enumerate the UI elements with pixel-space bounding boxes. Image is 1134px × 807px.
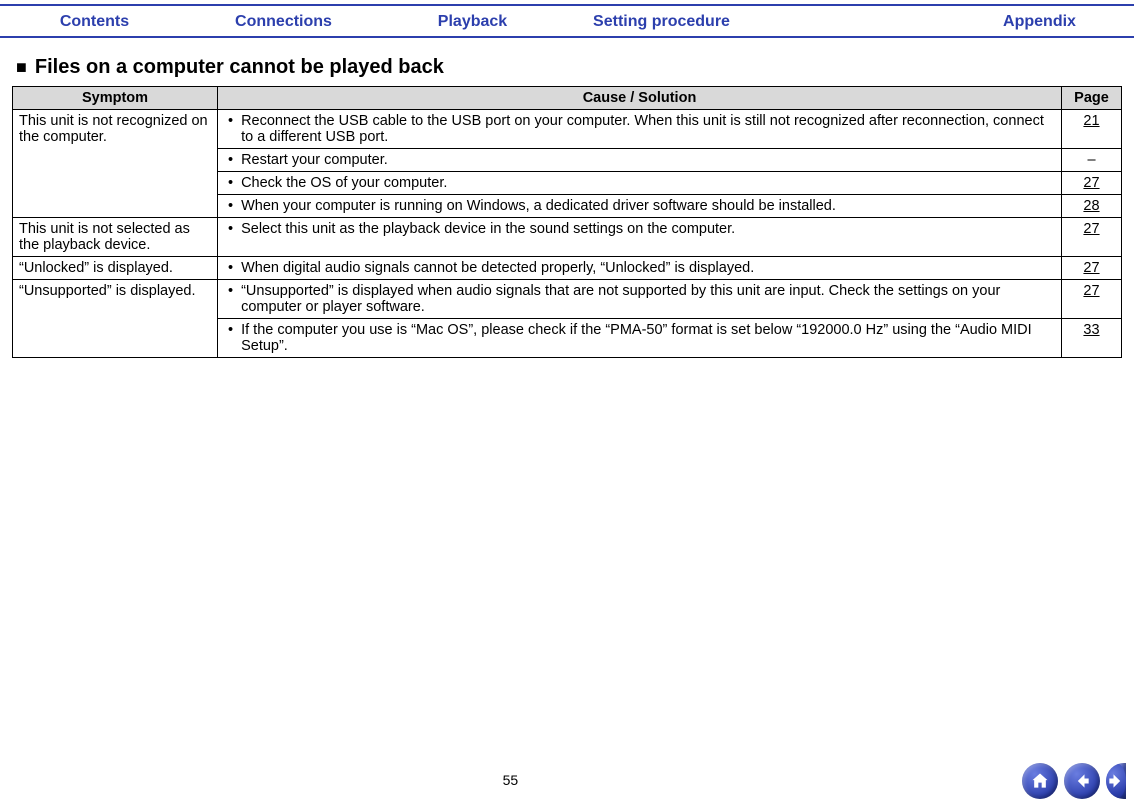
bottom-button-display[interactable]: Display bbox=[178, 766, 298, 794]
section-heading: ■ Files on a computer cannot be played b… bbox=[16, 56, 444, 79]
top-tab-playback[interactable]: Playback bbox=[378, 4, 567, 36]
bottom-nav-bar: Front panel Display Rear panel 55 Remote Inde… bbox=[0, 763, 1134, 797]
cause-text: Check the OS of your computer. bbox=[241, 175, 1055, 191]
page-cell: 27 bbox=[1062, 218, 1122, 257]
bottom-button-label: Display bbox=[211, 771, 264, 788]
bullet-icon: • bbox=[224, 152, 235, 168]
symptom-cell: “Unlocked” is displayed. bbox=[13, 257, 218, 280]
cause-cell: • Restart your computer. bbox=[218, 149, 1062, 172]
page-number: 55 bbox=[490, 772, 530, 788]
table-row: This unit is not selected as the playbac… bbox=[13, 218, 1122, 257]
bottom-button-rear-panel[interactable]: Rear panel bbox=[326, 766, 463, 794]
cause-cell: • When your computer is running on Window… bbox=[218, 195, 1062, 218]
page-link[interactable]: 27 bbox=[1083, 283, 1099, 299]
cause-cell: • Select this unit as the playback device… bbox=[218, 218, 1062, 257]
bullet-icon: • bbox=[224, 198, 235, 214]
table-row: This unit is not recognized on the compu… bbox=[13, 110, 1122, 149]
bottom-button-remote[interactable]: Remote bbox=[558, 766, 678, 794]
cause-text: When your computer is running on Windows… bbox=[241, 198, 1055, 214]
cause-text: Reconnect the USB cable to the USB port … bbox=[241, 113, 1055, 145]
page-cell: 27 bbox=[1062, 172, 1122, 195]
nav-icon-group bbox=[1022, 763, 1126, 799]
tab-label: Connections bbox=[235, 13, 332, 30]
top-tab-bar: Contents Connections Playback Setting proce… bbox=[0, 4, 1134, 40]
back-icon[interactable] bbox=[1064, 763, 1100, 799]
cause-text: Select this unit as the playback device … bbox=[241, 221, 1055, 237]
bullet-icon: • bbox=[224, 113, 235, 145]
page-cell: 28 bbox=[1062, 195, 1122, 218]
page-cell: 27 bbox=[1062, 280, 1122, 319]
symptom-cell: This unit is not recognized on the compu… bbox=[13, 110, 218, 218]
bullet-icon: • bbox=[224, 175, 235, 191]
page-cell: – bbox=[1062, 149, 1122, 172]
top-rule bbox=[0, 36, 1134, 38]
cause-text: If the computer you use is “Mac OS”, ple… bbox=[241, 322, 1055, 354]
symptom-cell: This unit is not selected as the playbac… bbox=[13, 218, 218, 257]
section-title: Files on a computer cannot be played bac… bbox=[35, 56, 444, 79]
page-cell: 33 bbox=[1062, 319, 1122, 358]
column-header: Page bbox=[1062, 87, 1122, 110]
home-icon[interactable] bbox=[1022, 763, 1058, 799]
page-link[interactable]: 27 bbox=[1083, 221, 1099, 237]
page-link[interactable]: 28 bbox=[1083, 198, 1099, 214]
top-tab-connections[interactable]: Connections bbox=[189, 4, 378, 36]
tab-label: Playback bbox=[438, 13, 507, 30]
bottom-button-label: Index bbox=[747, 771, 786, 788]
page-link[interactable]: 21 bbox=[1083, 113, 1099, 129]
cause-cell: • Check the OS of your computer. bbox=[218, 172, 1062, 195]
tab-label: Setting procedure bbox=[593, 13, 730, 30]
bullet-icon: • bbox=[224, 283, 235, 315]
top-tab-setting-procedure[interactable]: Setting procedure bbox=[567, 4, 756, 36]
page-cell: 21 bbox=[1062, 110, 1122, 149]
bullet-icon: • bbox=[224, 221, 235, 237]
symptom-cell: “Unsupported” is displayed. bbox=[13, 280, 218, 358]
bullet-icon: • bbox=[224, 322, 235, 354]
cause-cell: • When digital audio signals cannot be de… bbox=[218, 257, 1062, 280]
bullet-icon: • bbox=[224, 260, 235, 276]
table-row: “Unlocked” is displayed. • When digital au… bbox=[13, 257, 1122, 280]
tab-label: Appendix bbox=[1003, 13, 1076, 30]
cause-cell: •Reconnect the USB cable to the USB port… bbox=[218, 110, 1062, 149]
column-header: Symptom bbox=[13, 87, 218, 110]
bottom-button-index[interactable]: Index bbox=[706, 766, 826, 794]
cause-text: When digital audio signals cannot be det… bbox=[241, 260, 1055, 276]
cause-cell: •“Unsupported” is displayed when audio s… bbox=[218, 280, 1062, 319]
forward-icon[interactable] bbox=[1106, 763, 1126, 799]
cause-text: “Unsupported” is displayed when audio si… bbox=[241, 283, 1055, 315]
top-tab-appendix[interactable]: Appendix bbox=[945, 4, 1134, 36]
page-cell: 27 bbox=[1062, 257, 1122, 280]
page-link[interactable]: 27 bbox=[1083, 260, 1099, 276]
bottom-button-label: Front panel bbox=[38, 771, 120, 788]
top-tab-contents[interactable]: Contents bbox=[0, 4, 189, 36]
bottom-button-front-panel[interactable]: Front panel bbox=[8, 766, 150, 794]
table-row: “Unsupported” is displayed.•“Unsupported… bbox=[13, 280, 1122, 319]
cause-cell: •If the computer you use is “Mac OS”, pl… bbox=[218, 319, 1062, 358]
bottom-button-label: Remote bbox=[591, 771, 646, 788]
bottom-button-label: Rear panel bbox=[356, 771, 433, 788]
cause-text: Restart your computer. bbox=[241, 152, 1055, 168]
tab-label: Tips bbox=[834, 13, 867, 30]
square-bullet-icon: ■ bbox=[16, 57, 27, 78]
page-link[interactable]: 33 bbox=[1083, 322, 1099, 338]
page-link[interactable]: 27 bbox=[1083, 175, 1099, 191]
tab-label: Contents bbox=[60, 13, 129, 30]
troubleshooting-table: SymptomCause / SolutionPage This unit is… bbox=[12, 86, 1122, 358]
top-tab-tips[interactable]: Tips bbox=[756, 4, 945, 36]
column-header: Cause / Solution bbox=[218, 87, 1062, 110]
